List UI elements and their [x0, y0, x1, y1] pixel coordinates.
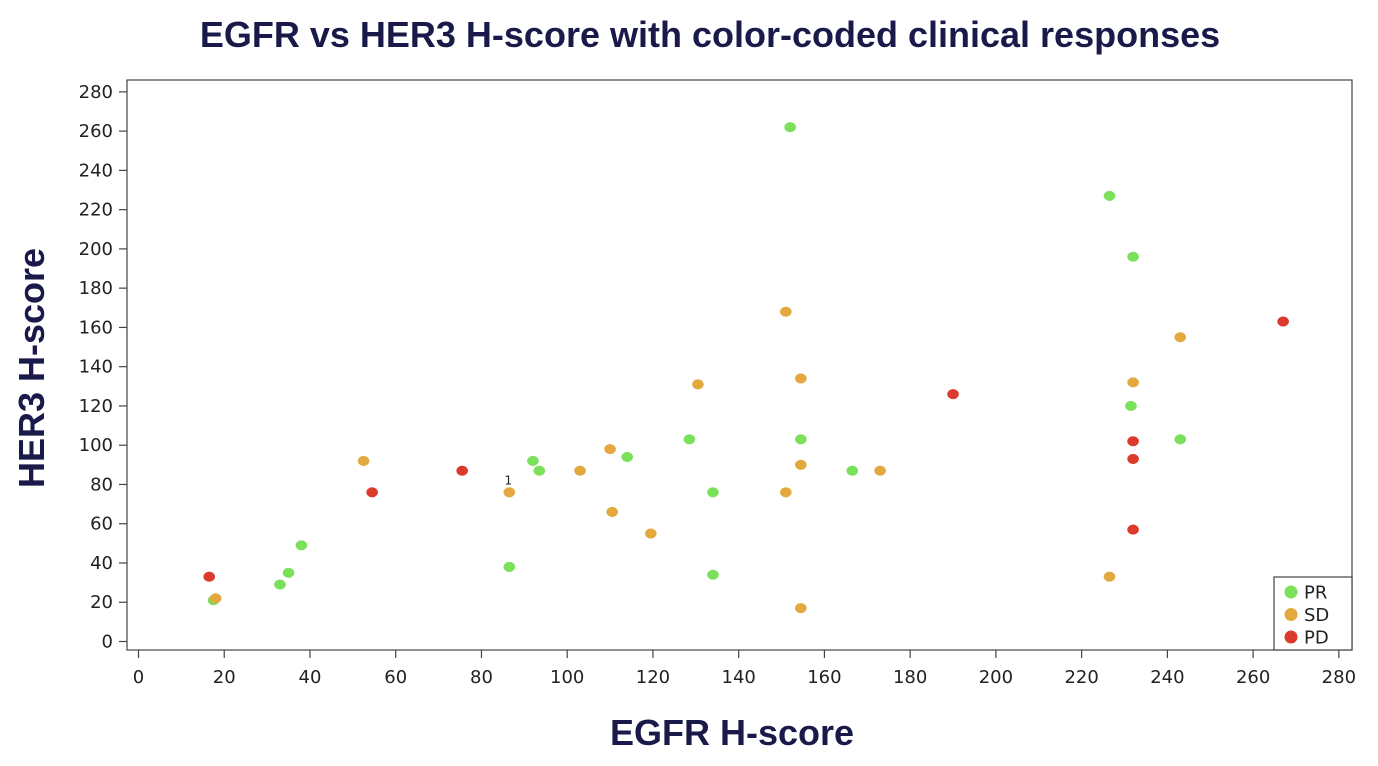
- data-point-pd: [366, 487, 378, 498]
- x-tick-label: 80: [470, 667, 493, 688]
- chart-title: EGFR vs HER3 H-score with color-coded cl…: [199, 14, 1221, 55]
- data-point-sd: [794, 603, 807, 614]
- x-tick-label: 140: [722, 667, 756, 688]
- data-point-pr: [503, 561, 516, 572]
- y-tick-label: 100: [79, 435, 113, 456]
- data-point-pr: [1103, 190, 1116, 201]
- y-tick-label: 80: [90, 474, 113, 495]
- y-tick-label: 140: [79, 357, 113, 378]
- data-point-pr: [527, 455, 539, 466]
- data-point-pr: [1127, 251, 1139, 262]
- data-point-sd: [503, 487, 516, 498]
- data-point-sd: [606, 506, 619, 517]
- y-tick-label: 220: [79, 200, 113, 221]
- y-axis-title: HER3 H-score: [11, 248, 52, 488]
- data-point-sd: [1127, 377, 1139, 388]
- data-point-pd: [456, 465, 469, 476]
- data-point-pr: [707, 569, 719, 580]
- legend-item-sd: SD: [1284, 605, 1329, 626]
- data-point-sd: [604, 444, 616, 455]
- data-point-sd: [1103, 571, 1116, 582]
- data-point-pr: [794, 434, 807, 445]
- data-point-pd: [1127, 436, 1139, 447]
- y-tick-label: 40: [90, 553, 113, 574]
- data-point-pr: [784, 122, 796, 133]
- x-tick-label: 240: [1150, 667, 1184, 688]
- data-point-sd: [209, 593, 222, 604]
- data-point-sd: [692, 379, 704, 390]
- y-tick-label: 60: [90, 514, 113, 535]
- legend-label: SD: [1304, 605, 1329, 626]
- x-tick-label: 60: [384, 667, 407, 688]
- data-point-sd: [794, 373, 807, 384]
- y-tick-label: 200: [79, 239, 113, 260]
- data-point-pr: [274, 579, 286, 590]
- legend-label: PR: [1304, 583, 1327, 604]
- data-point-pr: [1174, 434, 1187, 445]
- data-point-pd: [203, 571, 216, 582]
- x-tick-label: 260: [1236, 667, 1270, 688]
- y-tick-label: 20: [90, 592, 113, 613]
- point-annotation: 1: [505, 473, 513, 487]
- data-points: [203, 122, 1289, 614]
- y-tick-label: 180: [79, 278, 113, 299]
- y-tick-label: 120: [79, 396, 113, 417]
- data-point-pr: [533, 465, 546, 476]
- data-point-pr: [282, 567, 295, 578]
- data-point-sd: [779, 487, 792, 498]
- data-point-pr: [683, 434, 696, 445]
- x-tick-label: 0: [133, 667, 144, 688]
- legend-item-pr: PR: [1284, 583, 1327, 604]
- data-point-pr: [707, 487, 719, 498]
- y-tick-label: 160: [79, 317, 113, 338]
- x-tick-label: 120: [636, 667, 670, 688]
- data-point-sd: [574, 465, 586, 476]
- x-tick-label: 20: [213, 667, 236, 688]
- legend-marker: [1284, 608, 1298, 621]
- x-tick-label: 220: [1064, 667, 1098, 688]
- y-tick-label: 0: [102, 632, 113, 653]
- data-point-pd: [1277, 316, 1289, 327]
- x-tick-label: 200: [979, 667, 1013, 688]
- data-point-pd: [1127, 453, 1139, 464]
- x-axis: 0 20 40 60 80 100 120 140 160 180 200 220 240 260 280: [133, 650, 1356, 688]
- data-point-pr: [846, 465, 859, 476]
- x-tick-label: 100: [550, 667, 584, 688]
- y-tick-label: 260: [79, 121, 113, 142]
- data-point-sd: [779, 306, 792, 317]
- data-point-sd: [874, 465, 887, 476]
- data-point-pr: [621, 451, 634, 463]
- data-point-pd: [947, 389, 959, 400]
- x-tick-label: 180: [893, 667, 927, 688]
- x-tick-label: 280: [1322, 667, 1356, 688]
- data-point-pd: [1127, 524, 1139, 535]
- y-tick-label: 280: [79, 82, 113, 103]
- data-point-sd: [644, 528, 657, 539]
- legend-label: PD: [1304, 628, 1329, 649]
- data-point-sd: [357, 455, 370, 466]
- y-tick-label: 240: [79, 160, 113, 181]
- data-point-sd: [794, 459, 807, 470]
- plot-area: [126, 79, 1353, 651]
- x-axis-title: EGFR H-score: [610, 712, 854, 753]
- data-point-sd: [1174, 332, 1187, 343]
- y-axis: 0 20 40 60 80 100 120 140 160 180 200 220 240 260 280: [79, 82, 127, 653]
- x-tick-label: 40: [299, 667, 322, 688]
- legend-item-pd: PD: [1284, 628, 1329, 649]
- x-tick-label: 160: [807, 667, 841, 688]
- annotations: 1: [505, 473, 513, 487]
- data-point-pr: [295, 540, 308, 551]
- data-point-pr: [1125, 400, 1137, 411]
- legend-marker: [1284, 585, 1298, 599]
- legend-marker: [1284, 630, 1298, 644]
